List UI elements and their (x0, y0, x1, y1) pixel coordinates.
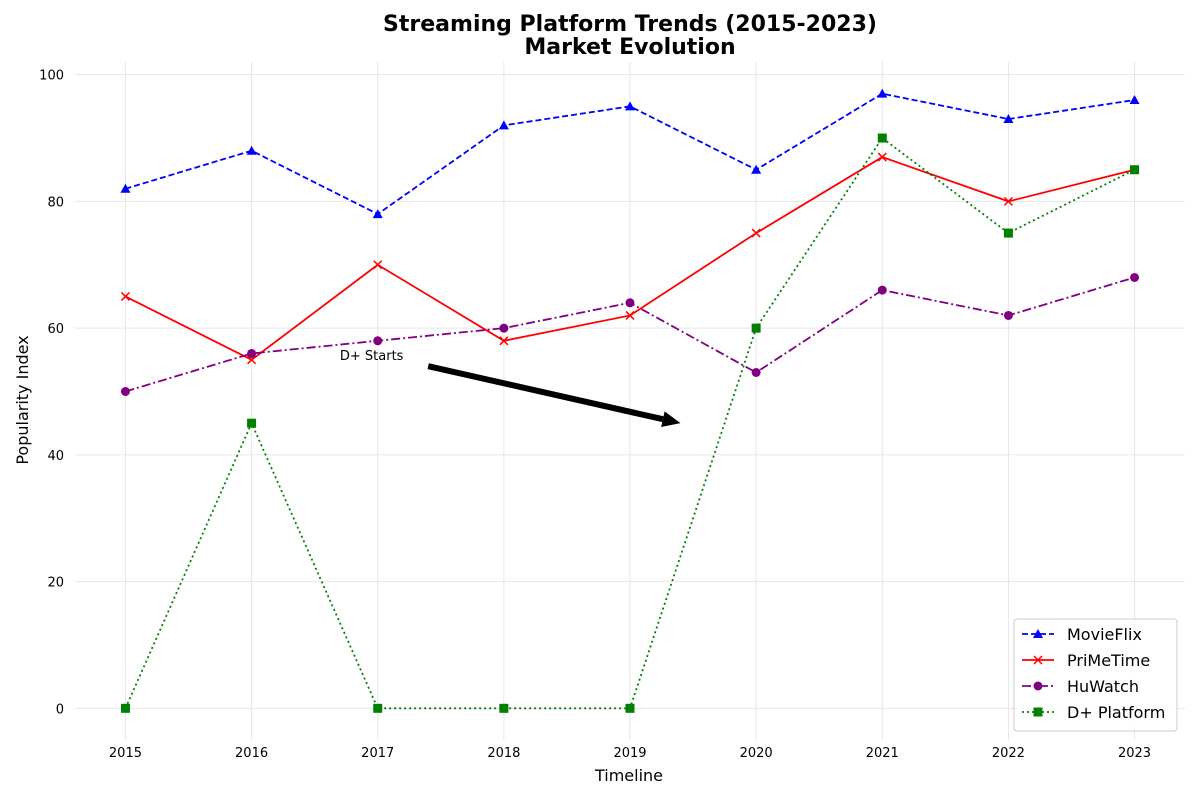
chart-title: Streaming Platform Trends (2015-2023) (383, 12, 877, 37)
grid (75, 62, 1185, 740)
marker-circle (120, 386, 130, 396)
x-tick-label: 2015 (109, 746, 142, 761)
marker-x (877, 152, 887, 162)
legend-label: PriMeTime (1067, 651, 1150, 670)
marker-x-stroke (877, 152, 887, 162)
x-tick-label: 2019 (613, 746, 646, 761)
marker-circle (373, 336, 383, 346)
marker-circle (751, 367, 761, 377)
marker-triangle (625, 101, 635, 111)
marker-x-stroke (499, 336, 509, 346)
marker-x (751, 228, 761, 238)
marker-triangle (1033, 629, 1043, 638)
y-tick-label: 80 (47, 195, 64, 210)
annotation-arrow-head (661, 411, 681, 428)
marker-triangle (751, 164, 762, 174)
marker-triangle (120, 183, 131, 193)
legend-label: HuWatch (1067, 677, 1139, 696)
marker-x (373, 260, 383, 270)
legend-entry: D+ Platform (1022, 703, 1165, 722)
series-huwatch (120, 272, 1140, 396)
x-tick-label: 2017 (361, 746, 394, 761)
marker-square (625, 703, 635, 713)
legend-box (1013, 618, 1178, 732)
legend-entry: HuWatch (1022, 677, 1139, 696)
marker-x-stroke (120, 291, 130, 301)
x-tick-label: 2021 (866, 746, 899, 761)
marker-circle (499, 323, 509, 333)
x-tick-label: 2018 (487, 746, 520, 761)
series-d-platform (120, 133, 1140, 713)
legend-entry: PriMeTime (1022, 651, 1150, 670)
marker-square (1130, 165, 1140, 175)
marker-square (247, 418, 257, 428)
marker-circle (1003, 310, 1013, 320)
marker-x (499, 336, 509, 346)
marker-square (373, 703, 383, 713)
marker-circle (247, 348, 257, 358)
marker-square (1003, 228, 1013, 238)
marker-x-stroke (1033, 655, 1043, 665)
marker-circle (877, 285, 887, 295)
legend: MovieFlix PriMeTime HuWatch D+ Platform (1013, 618, 1178, 732)
x-tick-label: 2023 (1118, 746, 1151, 761)
y-tick-label: 0 (56, 702, 64, 717)
marker-square (120, 703, 130, 713)
marker-x-stroke (373, 260, 383, 270)
marker-x-stroke (625, 310, 635, 320)
x-tick-label: 2020 (740, 746, 773, 761)
marker-x (625, 310, 635, 320)
x-tick-label: 2022 (992, 746, 1025, 761)
marker-square (499, 703, 509, 713)
y-axis-label: Popularity Index (13, 335, 32, 464)
x-axis-ticks: 2015 2016 2017 2018 2019 2020 2021 2022 2023 (109, 746, 1151, 761)
marker-x (1003, 196, 1013, 206)
marker-triangle (498, 120, 509, 130)
y-tick-label: 40 (47, 449, 64, 464)
marker-triangle (372, 209, 383, 219)
marker-circle (1130, 272, 1140, 282)
marker-square (751, 323, 761, 333)
annotation-text: D+ Starts (340, 349, 404, 364)
marker-x (247, 355, 257, 365)
x-tick-label: 2016 (235, 746, 268, 761)
legend-label: D+ Platform (1067, 703, 1165, 722)
marker-triangle (1003, 114, 1014, 124)
marker-x-stroke (751, 228, 761, 238)
marker-x (1033, 655, 1043, 665)
marker-x-stroke (1003, 196, 1013, 206)
marker-square (1033, 707, 1043, 717)
chart-subtitle: Market Evolution (524, 35, 735, 60)
marker-x-stroke (247, 355, 257, 365)
annotation: D+ Starts (340, 349, 681, 428)
x-axis-label: Timeline (594, 766, 663, 785)
y-tick-label: 20 (47, 576, 64, 591)
annotation-arrow-shaft (427, 363, 664, 423)
y-tick-label: 60 (47, 322, 64, 337)
y-tick-label: 100 (39, 69, 64, 84)
marker-circle (625, 298, 635, 308)
marker-triangle (877, 88, 888, 98)
legend-label: MovieFlix (1067, 625, 1142, 644)
legend-entry: MovieFlix (1022, 625, 1142, 644)
series-movieflix (120, 88, 1140, 219)
marker-triangle (1129, 95, 1140, 105)
marker-x (120, 291, 130, 301)
series (120, 88, 1140, 713)
y-axis-ticks: 0 20 40 60 80 100 (39, 69, 64, 718)
series-primetime (120, 152, 1140, 365)
marker-square (877, 133, 887, 143)
marker-circle (1033, 681, 1043, 691)
marker-triangle (246, 145, 257, 155)
